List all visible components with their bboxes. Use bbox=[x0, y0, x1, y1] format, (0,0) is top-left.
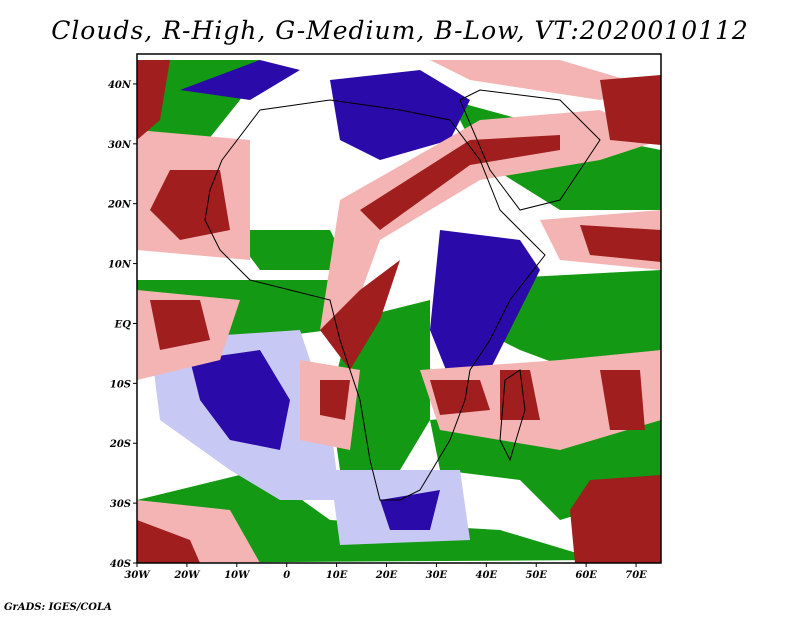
lat-label: 20S bbox=[109, 439, 131, 450]
lat-label: 40S bbox=[110, 559, 131, 570]
map-title: Clouds, R-High, G-Medium, B-Low, VT:2020… bbox=[51, 16, 749, 45]
lon-label: 70E bbox=[625, 570, 647, 581]
lat-label: 40N bbox=[108, 80, 132, 91]
lon-label: 40E bbox=[476, 570, 498, 581]
lon-label: 50E bbox=[525, 570, 547, 581]
grads-credit: GrADS: IGES/COLA bbox=[4, 602, 112, 613]
lon-label: 20W bbox=[173, 570, 201, 581]
high-clouds bbox=[137, 60, 661, 563]
lon-label: 0 bbox=[283, 570, 290, 581]
coastline bbox=[204, 89, 601, 501]
cloud-layers bbox=[137, 54, 661, 563]
lon-label: 10E bbox=[326, 570, 348, 581]
map-frame bbox=[136, 53, 662, 564]
lat-label: 10S bbox=[110, 379, 131, 390]
lon-label: 60E bbox=[575, 570, 597, 581]
lon-label: 30E bbox=[426, 570, 448, 581]
lon-label: 30W bbox=[124, 570, 151, 581]
lat-label: 30N bbox=[108, 140, 132, 151]
lat-label: 10N bbox=[108, 260, 132, 271]
lat-label: EQ bbox=[114, 319, 132, 330]
lat-label: 20N bbox=[107, 200, 132, 211]
lon-label: 10W bbox=[224, 570, 251, 581]
lat-label: 30S bbox=[110, 499, 131, 510]
lon-label: 20E bbox=[375, 570, 398, 581]
